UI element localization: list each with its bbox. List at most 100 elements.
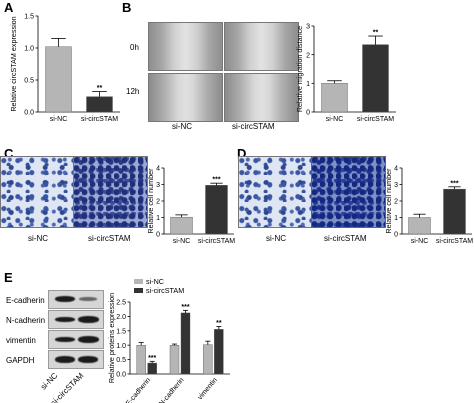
blot-label-vimentin: vimentin: [6, 336, 36, 345]
y-tick-label: 2.0: [116, 314, 126, 321]
y-tick-label: 0.0: [24, 110, 34, 117]
bar: [443, 188, 466, 235]
significance-label: ***: [148, 355, 156, 362]
y-tick-label: 2: [306, 52, 310, 59]
bar: [321, 83, 348, 113]
x-tick-label: si-NC: [50, 116, 68, 123]
bar: [214, 329, 224, 375]
transwell-image-d-sinc: [238, 156, 312, 228]
bar: [147, 362, 157, 375]
wound-image-sinc-12h: [148, 73, 223, 122]
x-tick-label: vimentin: [197, 377, 219, 402]
blot-band: [55, 317, 75, 322]
transwell-label-c-sinc: si-NC: [28, 234, 48, 243]
y-tick-label: 3: [156, 182, 160, 189]
significance-label: ***: [181, 304, 189, 311]
blot-strip-ecadherin: [48, 290, 104, 309]
blot-strip-gapdh: [48, 350, 104, 369]
significance-label: ***: [212, 177, 220, 184]
bar: [45, 46, 72, 113]
wound-image-sicircstam-0h: [224, 22, 299, 71]
y-tick-label: 0.0: [116, 372, 126, 379]
x-tick-label: si-NC: [411, 238, 429, 245]
legend-swatch: [134, 288, 143, 293]
blot-strip-ncadherin: [48, 310, 104, 329]
blot-band: [55, 356, 75, 363]
bar: [136, 344, 146, 375]
y-tick-label: 1: [156, 215, 160, 222]
bar: [169, 344, 180, 375]
blot-band: [78, 316, 99, 323]
y-tick-label: 0.5: [24, 78, 34, 85]
x-tick-label: si-NC: [326, 116, 344, 123]
bar: [170, 216, 193, 235]
y-tick-label: 1.0: [24, 46, 34, 53]
y-tick-label: 0: [156, 232, 160, 239]
blot-strip-vimentin: [48, 330, 104, 349]
y-tick-label: 3: [394, 182, 398, 189]
bar: [86, 96, 113, 113]
panel-label-e: E: [4, 270, 13, 285]
y-axis-label: Relative cell number: [386, 168, 393, 234]
transwell-image-c-sinc: [0, 156, 74, 228]
wound-image-sinc-0h: [148, 22, 223, 71]
bar: [180, 312, 191, 375]
significance-label: ***: [450, 180, 458, 187]
bar: [408, 217, 431, 235]
x-tick-label: E-cadherin: [125, 377, 152, 403]
y-tick-label: 1: [394, 215, 398, 222]
significance-label: **: [373, 30, 379, 37]
y-tick-label: 2: [394, 199, 398, 206]
bar: [205, 185, 228, 235]
legend-entry: si-NC: [146, 277, 164, 286]
blot-band: [78, 356, 98, 363]
panel-label-b: B: [122, 0, 132, 15]
blot-band: [55, 296, 75, 302]
wound-row-12h: 12h: [126, 87, 140, 96]
y-tick-label: 2.5: [116, 300, 126, 307]
x-tick-label: si-circSTAM: [81, 116, 118, 123]
blot-band: [79, 297, 97, 301]
y-tick-label: 2: [156, 199, 160, 206]
x-tick-label: si-circSTAM: [357, 116, 394, 123]
blot-label-ecadherin: E-cadherin: [6, 296, 45, 305]
wound-row-0h: 0h: [130, 43, 139, 52]
x-tick-label: N-cadherin: [158, 377, 185, 403]
x-tick-label: si-NC: [173, 238, 191, 245]
chart-a: 0.0 0.5 1.0 1.5 Relative circSTAM expression…: [9, 14, 120, 123]
wound-image-sicircstam-12h: [224, 73, 299, 122]
blot-label-ncadherin: N-cadherin: [6, 316, 46, 325]
y-tick-label: 1: [306, 81, 310, 88]
significance-label: **: [97, 85, 103, 92]
y-tick-label: 0.5: [116, 357, 126, 364]
y-axis-label: Relative proteins expression: [107, 293, 116, 383]
legend-entry: si-circSTAM: [146, 286, 184, 295]
y-tick-label: 4: [394, 166, 398, 173]
panel-label-a: A: [4, 0, 14, 15]
panel-label-d: D: [237, 146, 247, 161]
y-tick-label: 1.5: [24, 14, 34, 21]
transwell-label-d-sicircstam: si-circSTAM: [324, 234, 367, 243]
legend-swatch: [134, 279, 143, 284]
y-axis-label: Relative circSTAM expression: [9, 16, 18, 111]
y-tick-label: 4: [156, 166, 160, 173]
panel-label-c: C: [4, 146, 14, 161]
blot-lane-labels: si-NC si-circSTAM: [40, 371, 86, 403]
x-tick-label: si-circSTAM: [198, 238, 235, 245]
y-tick-label: 1.0: [116, 343, 126, 350]
blot-label-gapdh: GAPDH: [6, 356, 35, 365]
y-tick-label: 0: [394, 232, 398, 239]
blot-band: [55, 337, 75, 342]
wound-label-sinc: si-NC: [172, 122, 192, 131]
transwell-label-d-sinc: si-NC: [266, 234, 286, 243]
y-tick-label: 1.5: [116, 328, 126, 335]
y-axis-label: Relative migration distance: [296, 26, 304, 112]
bar: [203, 344, 213, 375]
transwell-image-c-sicircstam: [73, 156, 148, 228]
significance-label: **: [216, 320, 222, 327]
y-axis-label: Relative cell number: [148, 168, 155, 234]
